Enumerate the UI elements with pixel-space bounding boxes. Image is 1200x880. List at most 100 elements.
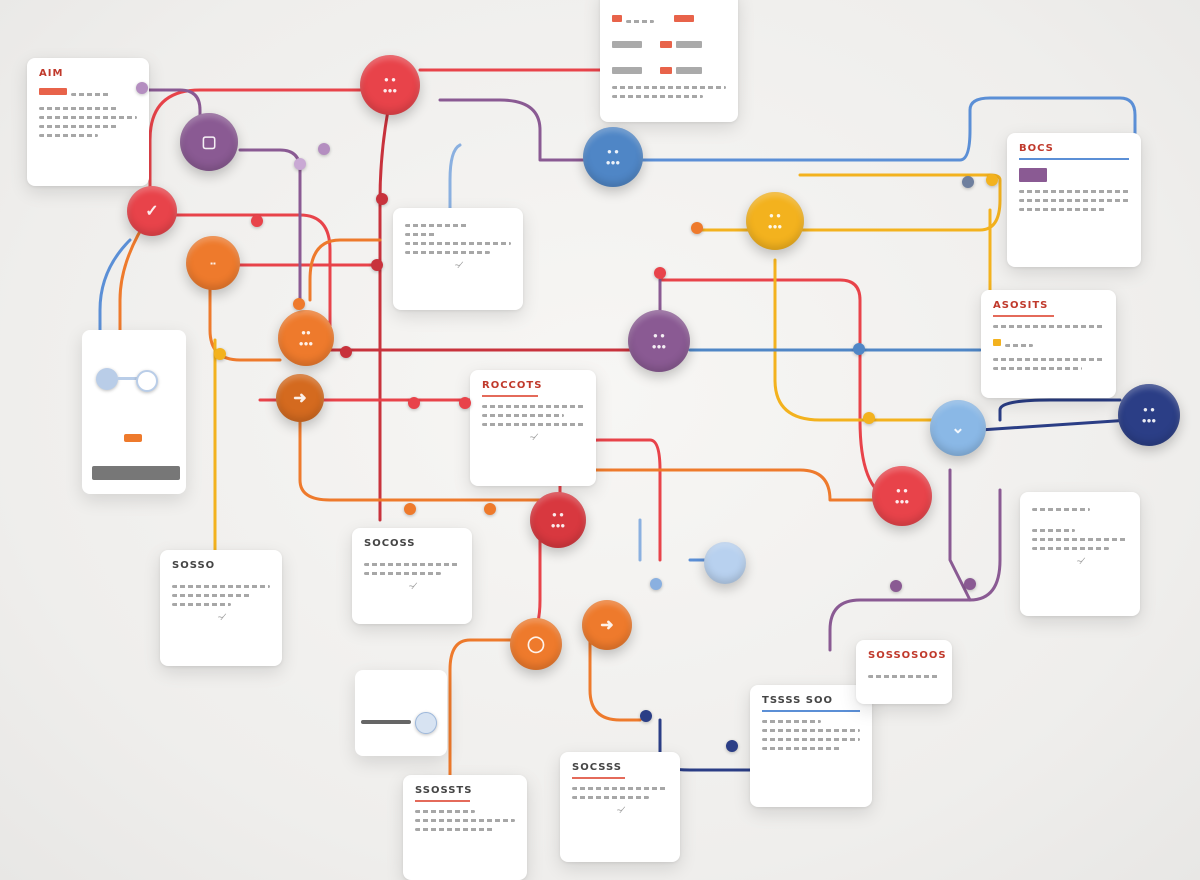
card-text-line xyxy=(405,233,437,236)
slider-knob[interactable] xyxy=(415,712,437,734)
node-red-top[interactable]: ● ● ●●● xyxy=(360,55,420,115)
wire-red-6 xyxy=(658,278,902,502)
card-text-line xyxy=(993,358,1104,361)
junction-dot xyxy=(890,580,902,592)
slider-widget xyxy=(355,670,447,756)
card-bottom-center: SOCSSS ~∕ xyxy=(560,752,680,862)
title-underline xyxy=(993,315,1055,317)
node-orange-left[interactable]: ▪▪ xyxy=(186,236,240,290)
toggle-knob-left[interactable] xyxy=(96,368,118,390)
junction-dot xyxy=(863,412,875,424)
junction-dot xyxy=(136,82,148,94)
node-blue-light[interactable]: ⌄ xyxy=(930,400,986,456)
junction-dot xyxy=(371,259,383,271)
wire-red-4 xyxy=(378,98,392,522)
card-text-line xyxy=(39,134,98,137)
card-title: SOCSSS xyxy=(572,762,622,773)
node-blue-top[interactable]: ● ● ●●● xyxy=(583,127,643,187)
wire-red-1 xyxy=(148,88,362,212)
card-title: AIM xyxy=(39,68,64,79)
wire-blue-5 xyxy=(448,143,462,212)
arrow-icon: ➜ xyxy=(600,616,614,634)
junction-dot xyxy=(640,710,652,722)
card-title: ROCCOTS xyxy=(482,380,543,391)
title-underline xyxy=(415,800,470,802)
junction-dot xyxy=(214,348,226,360)
card-text-line xyxy=(993,367,1082,370)
card-title: SOCOSS xyxy=(364,538,416,549)
slider-track[interactable] xyxy=(361,720,411,724)
card-text-line xyxy=(364,572,441,575)
tag-icon xyxy=(124,434,142,442)
card-title: SSOSSTS xyxy=(415,785,473,796)
node-yellow[interactable]: ● ● ●●● xyxy=(746,192,804,250)
wire-purple-2 xyxy=(238,148,302,302)
signature-mark: ~∕ xyxy=(217,612,225,622)
node-orange-mid[interactable]: ●● ●●● xyxy=(278,310,334,366)
card-text-line xyxy=(762,747,841,750)
wire-blue-1 xyxy=(638,96,1137,162)
node-red-right[interactable]: ● ● ●●● xyxy=(872,466,932,526)
junction-dot xyxy=(251,215,263,227)
card-text-line xyxy=(612,86,726,89)
node-purple-center[interactable]: ● ● ●●● xyxy=(628,310,690,372)
card-text-line xyxy=(1019,208,1107,211)
title-underline xyxy=(482,395,539,397)
card-text-line xyxy=(39,125,118,128)
wire-purple-1 xyxy=(138,88,202,132)
arrow-icon: ➜ xyxy=(293,389,307,407)
node-purple-top-left[interactable]: ▢ xyxy=(180,113,238,171)
card-left-lower: SOSSO ~∕ xyxy=(160,550,282,666)
node-red-center[interactable]: ● ● ●●● xyxy=(530,492,586,548)
card-center-lower: SOCOSS ~∕ xyxy=(352,528,472,624)
card-title: TSSSS SOO xyxy=(762,695,833,706)
junction-dot xyxy=(986,174,998,186)
node-orange-bottom[interactable]: ◯ xyxy=(510,618,562,670)
card-text-line xyxy=(482,423,584,426)
junction-dot xyxy=(293,298,305,310)
card-right-upper: BOCS xyxy=(1007,133,1141,267)
wire-orange-7 xyxy=(308,238,382,302)
card-right-mid: ASOSITS xyxy=(981,290,1116,398)
card-center-left: ~∕ xyxy=(393,208,523,310)
card-text-line xyxy=(1032,547,1109,550)
card-text-line xyxy=(1032,529,1076,532)
card-text-line xyxy=(482,414,564,417)
node-orange-bottom-right[interactable]: ➜ xyxy=(582,600,632,650)
wire-blue-8 xyxy=(998,398,1122,422)
card-text-line xyxy=(762,729,860,732)
toggle-knob-right[interactable] xyxy=(136,370,158,392)
circle-icon: ◯ xyxy=(527,635,545,653)
junction-dot xyxy=(691,222,703,234)
toggle-track xyxy=(118,377,138,380)
junction-dot xyxy=(654,267,666,279)
junction-dot xyxy=(962,176,974,188)
signature-mark: ~∕ xyxy=(616,805,624,815)
square-icon: ▢ xyxy=(201,133,217,151)
junction-dot xyxy=(964,578,976,590)
card-text-line xyxy=(762,720,821,723)
node-red-left[interactable]: ✓ xyxy=(127,186,177,236)
junction-dot xyxy=(404,503,416,515)
card-text-line xyxy=(415,828,495,831)
junction-dot xyxy=(459,397,471,409)
wire-orange-4 xyxy=(448,638,542,792)
junction-dot xyxy=(650,578,662,590)
node-blue-pale[interactable] xyxy=(704,542,746,584)
progress-bar[interactable] xyxy=(92,466,180,480)
junction-dot xyxy=(376,193,388,205)
wire-purple-5 xyxy=(828,488,1002,652)
wire-orange-5 xyxy=(578,468,882,502)
card-text-line xyxy=(172,603,231,606)
wire-orange-3 xyxy=(588,628,642,722)
title-underline xyxy=(1019,158,1129,160)
node-orange-dark[interactable]: ➜ xyxy=(276,374,324,422)
title-underline xyxy=(762,710,860,712)
card-bottom-right: TSSSS SOO xyxy=(750,685,872,807)
node-navy[interactable]: ● ● ●●● xyxy=(1118,384,1180,446)
card-center: ROCCOTS ~∕ xyxy=(470,370,596,486)
card-text-line xyxy=(482,405,584,408)
card-bottom-right-small: SOSSOSOOS xyxy=(856,640,952,704)
card-text-line xyxy=(172,585,270,588)
card-bottom-left: SSOSSTS xyxy=(403,775,527,880)
